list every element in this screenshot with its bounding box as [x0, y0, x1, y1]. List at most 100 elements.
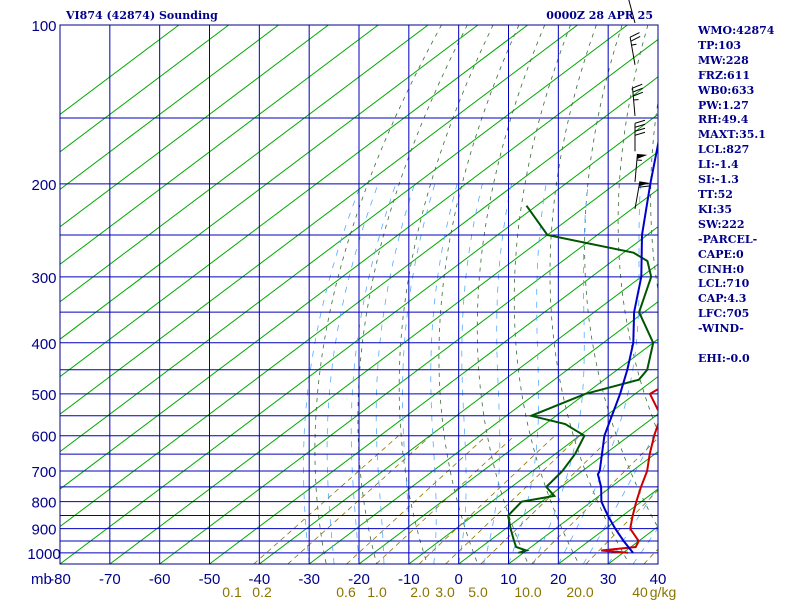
stat-item: TP:103	[698, 38, 742, 52]
mixing-ratio-line	[445, 435, 580, 564]
stat-item: CAP:4.3	[698, 292, 747, 306]
wind-barbs	[628, 0, 650, 209]
wind-barb-tick	[634, 131, 646, 136]
parcel-trace	[596, 139, 658, 554]
stat-item: MW:228	[698, 53, 749, 67]
dry-adiabat	[476, 25, 546, 564]
isotherm-line	[159, 188, 658, 564]
plot-border	[59, 24, 659, 565]
stat-item: -PARCEL-	[698, 232, 758, 246]
moist-adiabat	[582, 424, 658, 564]
mixing-ratio-line	[480, 435, 613, 564]
mixing-ratio-line	[585, 489, 658, 564]
isotherm-line	[60, 25, 628, 453]
stat-item: PW:1.27	[698, 98, 749, 112]
wind-barb-tick	[632, 87, 643, 93]
wind-barb-flag	[637, 153, 648, 159]
stability-indices-panel: WMO:42874 TP:103 MW:228 FRZ:611 WB0:633 PW:1.…	[698, 24, 774, 367]
pressure-tick-label: 500	[31, 387, 56, 404]
moist-adiabat	[430, 183, 458, 564]
dry-adiabat	[584, 25, 658, 529]
pressure-tick-label: 800	[31, 495, 56, 512]
isotherm-line	[60, 76, 658, 528]
stat-item: WB0:633	[698, 83, 755, 97]
temperature-tick-label: -80	[49, 571, 71, 588]
wind-barb-flag	[638, 181, 650, 187]
stat-item: RH:49.4	[698, 113, 749, 127]
pressure-tick-label: 400	[31, 336, 56, 353]
mixing-ratio-label: 2.0	[410, 584, 430, 600]
wind-barb-staff	[629, 37, 636, 65]
isotherm-line	[60, 38, 658, 490]
isotherm-line	[60, 25, 479, 340]
wind-barb-tick	[633, 91, 644, 97]
temperature-tick-label: -20	[348, 571, 370, 588]
stat-item: MAXT:35.1	[698, 128, 766, 142]
chart-title: VI874 (42874) Sounding	[65, 9, 218, 22]
wind-barb-tick	[629, 32, 640, 38]
isotherm-line	[60, 25, 529, 378]
wind-barb-tick	[630, 36, 641, 42]
stat-item: -WIND-	[698, 322, 744, 336]
temperature-tick-label: 40	[650, 571, 667, 588]
wind-barb	[634, 153, 648, 182]
wind-barb-staff	[632, 88, 636, 116]
pressure-grid	[59, 24, 659, 565]
wind-barb-half-tick	[631, 43, 637, 46]
mixing-ratio-label: g/kg	[650, 584, 676, 600]
mixing-ratio-line	[253, 435, 399, 564]
mixing-ratio-line	[346, 435, 487, 564]
pressure-tick-label: 300	[31, 270, 56, 287]
temperature-tick-label: -40	[248, 571, 270, 588]
stat-item: LI:-1.4	[698, 158, 739, 172]
temperature-tick-label: 20	[550, 571, 567, 588]
stat-item: SW:222	[698, 217, 745, 231]
temperature-tick-label: 0	[454, 571, 462, 588]
mixing-ratio-label: 3.0	[435, 584, 455, 600]
wind-barb	[632, 83, 644, 116]
mixing-ratio-label: 0.6	[336, 584, 356, 600]
isotherm-line	[508, 450, 658, 564]
temperature-tick-label: -70	[99, 571, 121, 588]
isotherm-line	[60, 25, 279, 190]
wind-barb-tick	[638, 185, 650, 188]
mixing-ratio-label: 40	[632, 584, 648, 600]
mixing-ratio-label: 5.0	[468, 584, 488, 600]
isotherm-line	[60, 25, 379, 265]
stat-item: LFC:705	[698, 307, 750, 321]
isotherm-line	[60, 25, 180, 116]
mixing-ratio-label: 1.0	[367, 584, 387, 600]
temperature-tick-label: 30	[600, 571, 617, 588]
sounding-traces	[507, 139, 658, 554]
wind-barb	[628, 0, 636, 24]
stat-item: LCL:710	[698, 277, 750, 291]
isotherm-line	[259, 263, 658, 564]
pressure-tick-label: 900	[31, 522, 56, 539]
stat-item: CINH:0	[698, 262, 745, 276]
mixing-ratio-line	[643, 548, 658, 564]
moist-adiabat	[607, 485, 658, 564]
temperature-tick-label: 10	[500, 571, 517, 588]
isotherm-line	[408, 376, 658, 564]
moist-adiabat	[303, 183, 362, 564]
wind-barb	[634, 181, 650, 209]
mixing-ratio-label: 0.2	[252, 584, 272, 600]
pressure-tick-label: 1000	[27, 546, 60, 563]
stat-item: FRZ:611	[698, 68, 751, 82]
moist-adiabat	[533, 183, 589, 564]
moist-adiabat	[326, 183, 379, 564]
dry-adiabat	[314, 25, 442, 564]
dewpoint-trace	[507, 205, 655, 554]
valid-time: 0000Z 28 APR 25	[546, 9, 653, 22]
moist-adiabat	[402, 183, 436, 564]
mixing-ratio-line	[531, 437, 658, 564]
wind-barb	[629, 32, 641, 65]
mixing-ratio-label: 20.0	[566, 584, 593, 600]
mixing-ratio-label: 0.1	[222, 584, 242, 600]
wind-barb	[634, 119, 646, 152]
isotherm-line	[60, 25, 329, 228]
temperature-trace	[601, 387, 658, 554]
stat-item: LCL:827	[698, 143, 750, 157]
wind-barb-tick	[634, 119, 646, 124]
